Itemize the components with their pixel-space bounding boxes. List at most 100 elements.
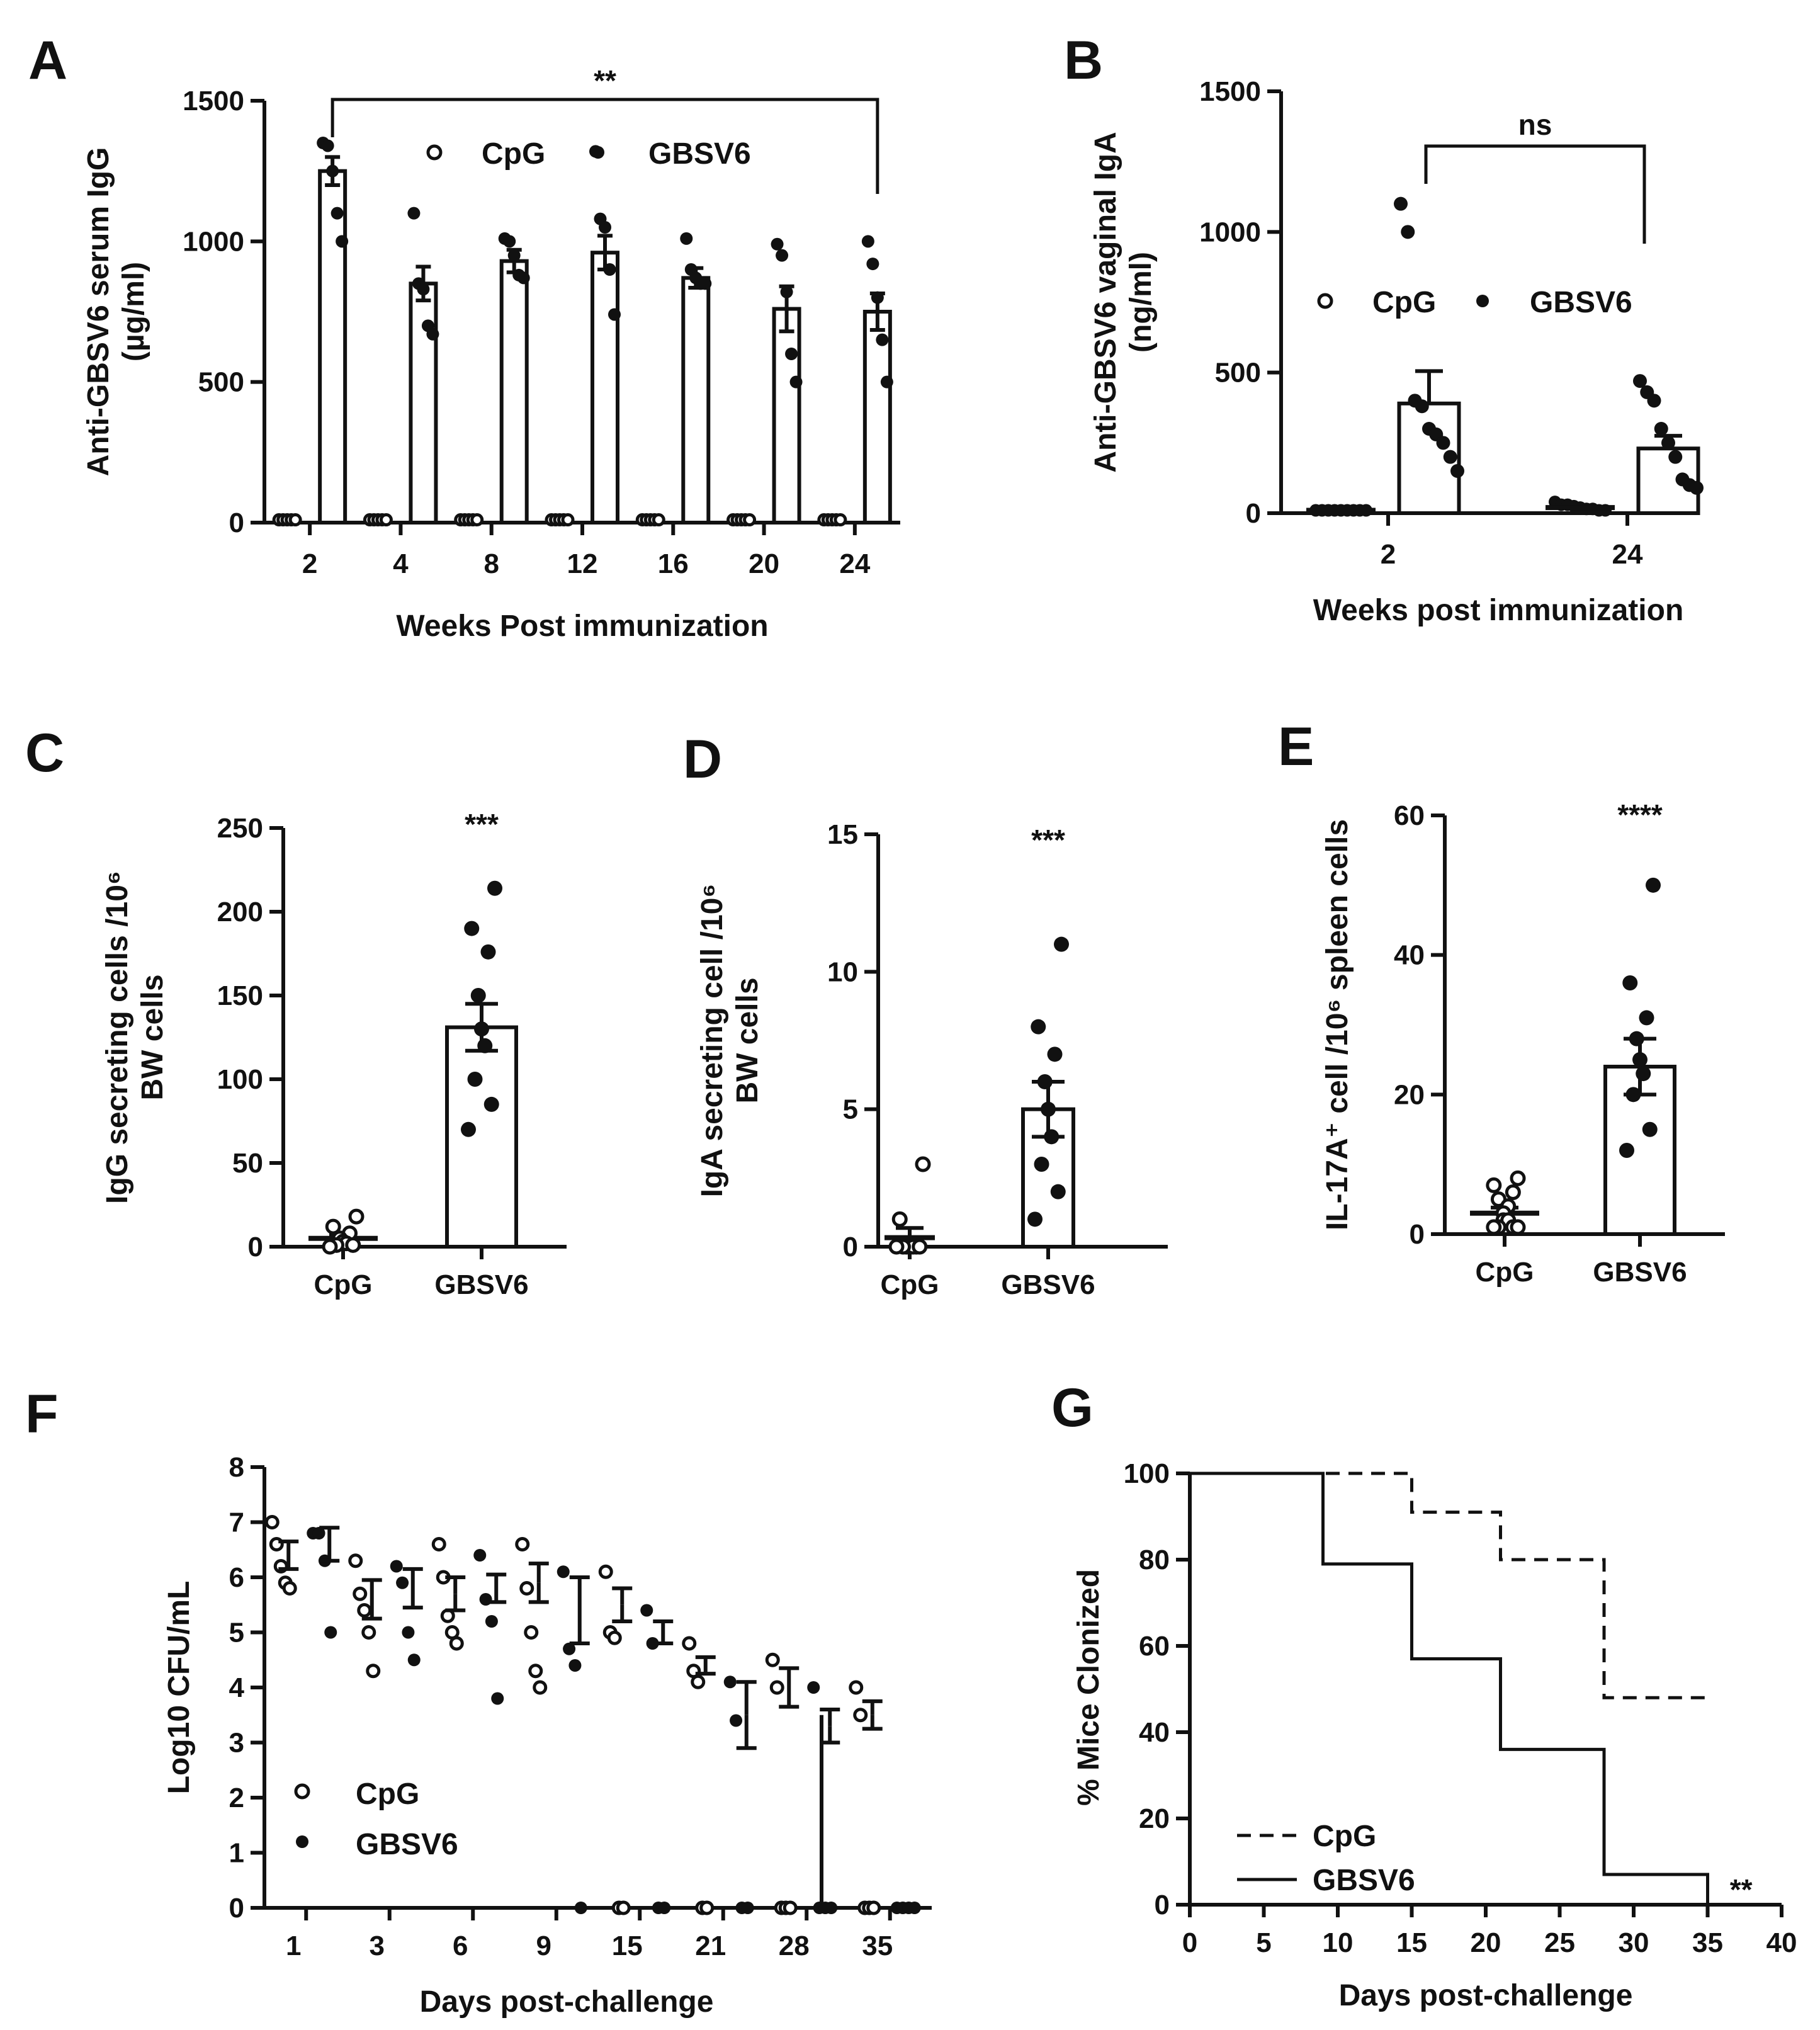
panel-C-x-tick-label: CpG: [314, 1269, 373, 1300]
panel-E-point-GBSV6: [1642, 1121, 1658, 1137]
panel-F-y-tick-label: 4: [229, 1672, 245, 1703]
panel-B-y-tick-label: 500: [1215, 358, 1261, 388]
panel-A-y-tick-label: 500: [198, 367, 244, 398]
panel-A-point-GBSV6: [336, 235, 349, 248]
panel-F-point-GBSV6: [825, 1902, 838, 1914]
panel-A-point-GBSV6: [517, 271, 530, 285]
panel-F-point-CpG: [524, 1625, 539, 1640]
panel-D-point-GBSV6: [1027, 1211, 1043, 1227]
panel-F-point-CpG: [353, 1586, 368, 1601]
panel-A-point-CpG: [561, 513, 575, 527]
panel-F-point-CpG: [366, 1664, 381, 1679]
panel-A-point-CpG: [834, 513, 847, 527]
panel-label-C: C: [25, 723, 64, 783]
panel-A-point-GBSV6: [331, 207, 344, 220]
panel-F-point-CpG: [357, 1603, 372, 1618]
panel-A-legend-label-CpG: CpG: [482, 137, 545, 171]
panel-F-y-tick-label: 0: [229, 1893, 244, 1924]
panel-A-point-GBSV6: [417, 283, 430, 296]
panel-B-y-tick-label: 1000: [1199, 217, 1261, 247]
panel-F-point-CpG: [866, 1900, 881, 1915]
panel-C-significance-label: ***: [465, 808, 499, 841]
panel-E-point-GBSV6: [1632, 1052, 1648, 1067]
panel-E-y-tick-label: 60: [1394, 800, 1425, 831]
panel-C-x-tick-label: GBSV6: [434, 1269, 528, 1300]
panel-G-line-GBSV6: [1190, 1471, 1709, 1905]
panel-G-y-tick-label: 60: [1139, 1631, 1170, 1662]
panel-F-x-tick-label: 9: [536, 1931, 551, 1961]
panel-A-point-GBSV6: [876, 333, 889, 346]
panel-F-point-GBSV6: [568, 1659, 582, 1672]
panel-F-point-CpG: [691, 1674, 706, 1689]
panel-B-point-GBSV6: [1401, 225, 1415, 239]
panel-D-y-axis-label-line: IgA secreting cell /10⁶: [696, 884, 729, 1198]
panel-E-point-GBSV6: [1622, 975, 1638, 990]
panel-G-legend-label-GBSV6: GBSV6: [1313, 1864, 1415, 1897]
panel-A-point-GBSV6: [507, 249, 521, 262]
panel-E-point-CpG: [1486, 1177, 1502, 1193]
panel-B-y-tick-label: 0: [1246, 498, 1261, 529]
panel-E-point-GBSV6: [1636, 1066, 1651, 1082]
panel-F-x-tick-label: 28: [779, 1931, 810, 1961]
panel-G-legend-label-CpG: CpG: [1313, 1820, 1376, 1853]
panel-E-point-GBSV6: [1619, 1143, 1634, 1158]
panel-C-y-axis-label-line: BW cells: [136, 974, 169, 1100]
panel-E-y-tick-label: 20: [1394, 1079, 1425, 1110]
panel-F-y-tick-label: 5: [229, 1618, 244, 1648]
panel-label-B: B: [1064, 30, 1103, 91]
panel-D-y-tick-label: 5: [843, 1094, 858, 1125]
panel-F-point-CpG: [783, 1900, 798, 1915]
panel-E-point-CpG: [1510, 1219, 1526, 1235]
panel-E-point-GBSV6: [1629, 1031, 1644, 1046]
panel-E-point-CpG: [1486, 1219, 1502, 1235]
panel-label-D: D: [683, 729, 722, 790]
panel-label-E: E: [1278, 717, 1314, 777]
panel-A-bar-GBSV6: [681, 276, 711, 525]
panel-F-point-GBSV6: [407, 1653, 421, 1667]
panel-F-point-GBSV6: [730, 1714, 743, 1727]
panel-D-point-GBSV6: [1050, 1184, 1066, 1199]
panel-label-F: F: [25, 1384, 59, 1444]
panel-A-point-GBSV6: [861, 235, 874, 248]
panel-E-x-tick-label: CpG: [1476, 1257, 1534, 1288]
panel-A-point-GBSV6: [880, 375, 893, 388]
panel-A-y-axis-label-line: Anti-GBSV6 serum IgG: [82, 147, 115, 477]
panel-C-point-GBSV6: [467, 1072, 483, 1087]
panel-G-significance-label: **: [1730, 1873, 1753, 1906]
panel-A-point-CpG: [652, 513, 665, 527]
panel-C-point-CpG: [325, 1218, 341, 1235]
panel-F-x-tick-label: 6: [453, 1931, 468, 1961]
panel-C-y-tick-label: 150: [217, 980, 263, 1011]
panel-E-y-tick-label: 0: [1410, 1219, 1425, 1250]
panel-B-x-tick-label: 24: [1612, 539, 1643, 570]
panel-A-bar-GBSV6: [409, 281, 438, 525]
panel-G-x-tick-label: 35: [1692, 1927, 1723, 1958]
panel-A-point-GBSV6: [599, 221, 611, 234]
panel-G-x-tick-label: 30: [1619, 1927, 1649, 1958]
panel-F-point-GBSV6: [640, 1604, 653, 1617]
panel-label-A: A: [28, 30, 67, 91]
panel-B-legend-marker-CpG: [1317, 293, 1333, 309]
panel-A-point-GBSV6: [603, 263, 616, 276]
panel-F-point-GBSV6: [807, 1681, 820, 1694]
panel-F-x-tick-label: 1: [286, 1931, 301, 1961]
panel-A-point-CpG: [743, 513, 757, 527]
panel-G-x-tick-label: 25: [1544, 1927, 1575, 1958]
panel-F-point-CpG: [849, 1680, 864, 1695]
panel-B-point-GBSV6: [1415, 399, 1429, 414]
panel-A-bar-GBSV6: [591, 251, 619, 525]
panel-E-y-axis-label: IL-17A⁺ cell /10⁶ spleen cells: [1321, 819, 1354, 1230]
panel-F-point-CpG: [533, 1680, 548, 1695]
panel-D-significance-label: ***: [1031, 824, 1065, 856]
panel-F-y-tick-label: 1: [229, 1838, 244, 1869]
panel-B-point-GBSV6: [1450, 464, 1464, 478]
panel-G-x-tick-label: 40: [1766, 1927, 1797, 1958]
panel-F-point-GBSV6: [574, 1902, 587, 1914]
panel-A-legend-marker-GBSV6: [592, 146, 604, 159]
panel-E-point-GBSV6: [1639, 1010, 1654, 1026]
panel-D-y-tick-label: 15: [827, 819, 858, 850]
panel-G-x-tick-label: 5: [1256, 1927, 1271, 1958]
panel-G-y-axis-label-line: % Mice Clonized: [1072, 1569, 1105, 1806]
panel-G-line-CpG: [1190, 1471, 1708, 1699]
panel-F-point-GBSV6: [324, 1626, 337, 1639]
